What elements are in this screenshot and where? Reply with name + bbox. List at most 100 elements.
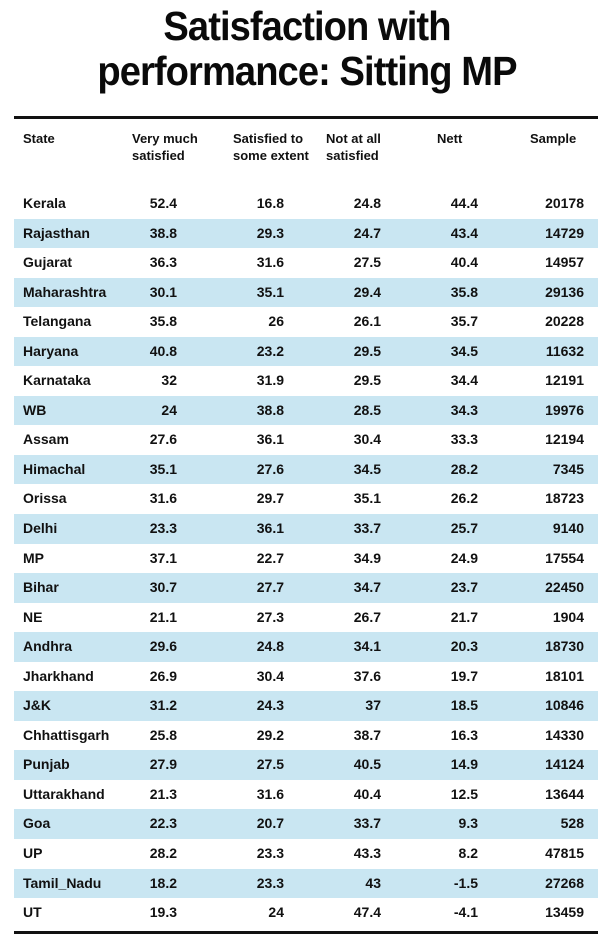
cell-state: UP [23, 845, 43, 862]
cell-sample: 1904 [552, 608, 584, 625]
cell-very-much-satisfied: 32 [161, 372, 177, 389]
cell-very-much-satisfied: 40.8 [149, 342, 177, 359]
cell-state: Tamil_Nadu [23, 874, 102, 891]
cell-sample: 18723 [545, 490, 584, 507]
cell-sample: 20178 [545, 195, 584, 211]
table-row: Delhi 23.3 36.1 33.7 25.7 9140 [14, 514, 598, 544]
header-some-extent-line2: some extent [233, 148, 309, 163]
cell-very-much-satisfied: 36.3 [149, 254, 177, 271]
cell-sample: 18730 [545, 638, 584, 655]
cell-nett: 19.7 [450, 667, 478, 684]
cell-sample: 13644 [545, 785, 584, 802]
cell-nett: 18.5 [450, 697, 478, 714]
cell-satisfied-some-extent: 38.8 [256, 401, 284, 418]
cell-nett: -1.5 [453, 874, 478, 891]
cell-nett: 35.8 [450, 283, 478, 300]
cell-state: Chhattisgarh [23, 726, 110, 743]
table-row: Chhattisgarh 25.8 29.2 38.7 16.3 14330 [14, 721, 598, 751]
cell-satisfied-some-extent: 27.7 [256, 579, 284, 596]
cell-not-at-all-satisfied: 26.1 [353, 313, 381, 330]
cell-nett: 12.5 [450, 785, 478, 802]
cell-not-at-all-satisfied: 26.7 [353, 608, 381, 625]
cell-not-at-all-satisfied: 34.1 [353, 638, 381, 655]
cell-satisfied-some-extent: 31.9 [256, 372, 284, 389]
cell-very-much-satisfied: 30.7 [149, 579, 177, 596]
table-row: Punjab 27.9 27.5 40.5 14.9 14124 [14, 750, 598, 780]
cell-not-at-all-satisfied: 40.4 [353, 785, 381, 802]
cell-very-much-satisfied: 30.1 [149, 283, 177, 300]
cell-very-much-satisfied: 27.9 [149, 756, 177, 773]
table-row: UT 19.3 24 47.4 -4.1 13459 [14, 898, 598, 928]
cell-nett: 21.7 [450, 608, 478, 625]
table-row: J&K 31.2 24.3 37 18.5 10846 [14, 691, 598, 721]
header-very-much-line2: satisfied [132, 148, 185, 163]
cell-state: Bihar [23, 579, 59, 596]
cell-sample: 27268 [545, 874, 584, 891]
cell-sample: 20228 [545, 313, 584, 330]
cell-satisfied-some-extent: 30.4 [256, 667, 284, 684]
cell-state: Assam [23, 431, 69, 448]
table-row: Uttarakhand 21.3 31.6 40.4 12.5 13644 [14, 780, 598, 810]
cell-nett: 9.3 [458, 815, 478, 832]
cell-satisfied-some-extent: 36.1 [256, 520, 284, 537]
header-sample: Sample [530, 131, 577, 146]
cell-sample: 14124 [545, 756, 584, 773]
table-row: Bihar 30.7 27.7 34.7 23.7 22450 [14, 573, 598, 603]
cell-very-much-satisfied: 24 [161, 401, 177, 418]
cell-satisfied-some-extent: 22.7 [256, 549, 284, 566]
cell-not-at-all-satisfied: 43 [365, 874, 381, 891]
cell-not-at-all-satisfied: 27.5 [353, 254, 381, 271]
cell-not-at-all-satisfied: 29.5 [353, 372, 381, 389]
cell-satisfied-some-extent: 27.6 [256, 460, 284, 477]
cell-state: Telangana [23, 313, 92, 330]
cell-state: Uttarakhand [23, 785, 105, 802]
cell-satisfied-some-extent: 23.3 [256, 845, 284, 862]
cell-sample: 13459 [545, 904, 584, 921]
table-row: Haryana 40.8 23.2 29.5 34.5 11632 [14, 336, 598, 367]
cell-state: Delhi [23, 520, 58, 537]
cell-very-much-satisfied: 21.3 [149, 785, 177, 802]
cell-sample: 17554 [545, 549, 584, 566]
cell-very-much-satisfied: 31.6 [149, 490, 177, 507]
cell-very-much-satisfied: 26.9 [149, 667, 177, 684]
title-line-1: Satisfaction with [163, 3, 451, 49]
cell-state: Haryana [23, 342, 79, 359]
cell-state: Goa [23, 815, 51, 832]
cell-state: Jharkhand [23, 667, 94, 684]
cell-nett: 34.4 [450, 372, 478, 389]
cell-very-much-satisfied: 37.1 [149, 549, 177, 566]
cell-very-much-satisfied: 18.2 [149, 874, 177, 891]
cell-sample: 9140 [552, 520, 584, 537]
cell-not-at-all-satisfied: 30.4 [353, 431, 381, 448]
header-very-much-line1: Very much [132, 131, 198, 146]
cell-very-much-satisfied: 19.3 [149, 904, 177, 921]
cell-sample: 47815 [545, 845, 584, 862]
cell-nett: -4.1 [453, 904, 478, 921]
table-row: UP 28.2 23.3 43.3 8.2 47815 [14, 839, 598, 869]
cell-not-at-all-satisfied: 24.8 [353, 195, 381, 211]
table-row: Tamil_Nadu 18.2 23.3 43 -1.5 27268 [14, 868, 598, 899]
cell-very-much-satisfied: 31.2 [149, 697, 177, 714]
cell-nett: 34.3 [450, 401, 478, 418]
cell-not-at-all-satisfied: 24.7 [353, 224, 381, 241]
bottom-rule [14, 931, 598, 934]
cell-not-at-all-satisfied: 34.5 [353, 460, 381, 477]
table-row: Himachal 35.1 27.6 34.5 28.2 7345 [14, 454, 598, 485]
cell-satisfied-some-extent: 20.7 [256, 815, 284, 832]
cell-state: Gujarat [23, 254, 73, 271]
cell-very-much-satisfied: 28.2 [149, 845, 177, 862]
cell-nett: 24.9 [450, 549, 478, 566]
cell-state: Andhra [23, 638, 72, 655]
cell-state: Maharashtra [23, 283, 107, 300]
cell-not-at-all-satisfied: 37.6 [353, 667, 381, 684]
cell-very-much-satisfied: 22.3 [149, 815, 177, 832]
cell-not-at-all-satisfied: 28.5 [353, 401, 381, 418]
table-row: Jharkhand 26.9 30.4 37.6 19.7 18101 [14, 662, 598, 692]
cell-satisfied-some-extent: 24.8 [256, 638, 284, 655]
cell-not-at-all-satisfied: 40.5 [353, 756, 381, 773]
cell-nett: 34.5 [450, 342, 478, 359]
cell-not-at-all-satisfied: 34.9 [353, 549, 381, 566]
cell-sample: 12194 [545, 431, 584, 448]
table-row: WB 24 38.8 28.5 34.3 19976 [14, 395, 598, 426]
cell-sample: 29136 [545, 283, 584, 300]
